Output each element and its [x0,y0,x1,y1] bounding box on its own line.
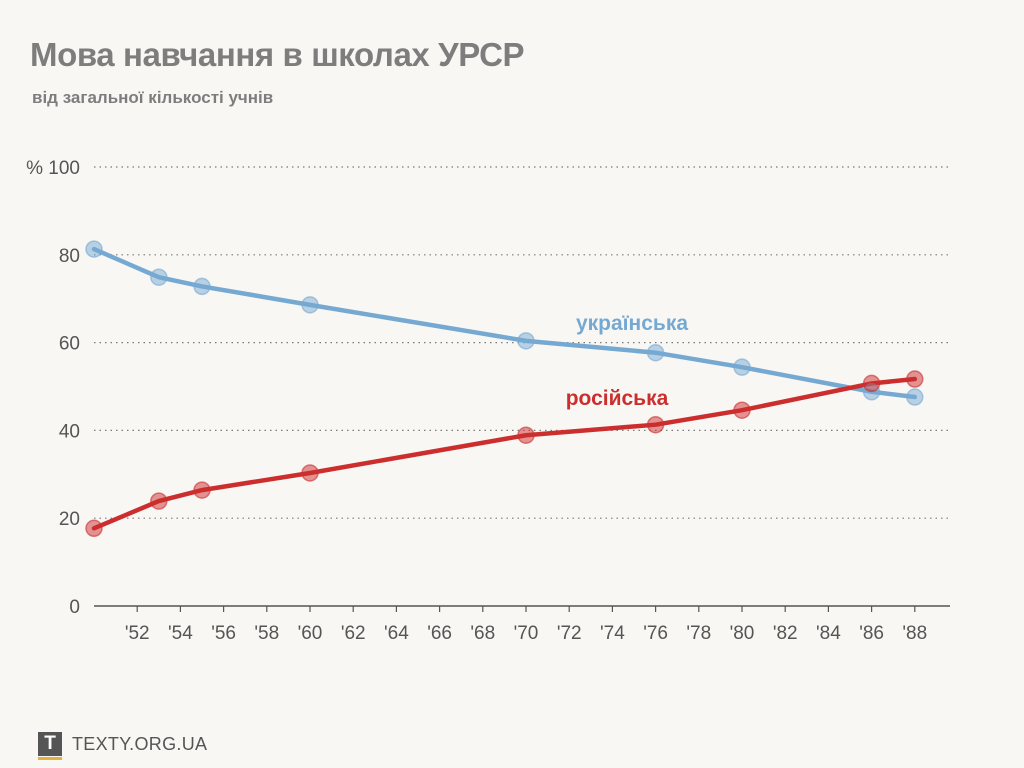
x-tick-1976: '76 [643,623,668,644]
data-point-s1-1955 [193,481,211,499]
series-group [85,240,924,538]
x-tick-1984: '84 [816,623,841,644]
y-tick-labels: 0 20 40 60 80 % 100 [26,158,80,618]
texty-logo-icon: T [38,732,62,760]
data-point-s1-1960 [301,464,319,482]
x-tick-1970: '70 [514,623,539,644]
data-point-s1-1986 [862,374,881,393]
series-line-0 [91,246,918,400]
y-tick-100: % 100 [26,158,80,179]
footer-brand: TEXTY.ORG.UA [72,733,208,754]
data-point-s1-1950 [85,519,103,538]
x-tick-1952: '52 [125,623,150,644]
y-tick-80: 80 [59,246,80,267]
x-tick-1986: '86 [859,623,884,644]
data-point-s0-1955 [193,277,211,296]
y-tick-0: 0 [69,597,80,618]
data-point-s0-1976 [646,343,665,362]
x-tick-1968: '68 [470,623,495,644]
x-tick-1982: '82 [773,623,798,644]
y-tick-60: 60 [59,334,80,355]
x-tick-1954: '54 [168,623,193,644]
data-point-s0-1970 [517,332,535,350]
data-point-s1-1988 [906,370,924,388]
x-tick-1988: '88 [902,623,927,644]
data-point-s0-1988 [906,388,924,406]
data-point-s1-1976 [646,415,665,434]
data-point-s0-1980 [733,358,751,376]
series-line-1 [91,376,918,531]
x-tick-labels: '52 '54 '56 '58 '60 '62 '64 '66 '68 '70 '72 '74 '76 '… [125,606,927,644]
x-tick-1980: '80 [730,623,755,644]
data-point-s1-1953 [150,492,168,510]
y-tick-40: 40 [59,421,80,442]
y-tick-20: 20 [59,509,80,530]
x-tick-1960: '60 [298,623,323,644]
x-tick-1964: '64 [384,623,409,644]
data-point-s1-1980 [733,401,751,419]
series-label-russian: російська [566,387,669,410]
chart-subtitle: від загальної кількості учнів [32,88,274,107]
x-tick-1962: '62 [341,623,366,644]
x-tick-1966: '66 [427,623,452,644]
series-label-ukrainian: українська [576,312,688,335]
footer: T TEXTY.ORG.UA [38,732,208,760]
x-tick-1978: '78 [686,623,711,644]
x-tick-1972: '72 [557,623,582,644]
data-point-s1-1970 [517,426,535,444]
data-point-s0-1953 [150,268,168,286]
x-tick-1956: '56 [211,623,236,644]
x-tick-1974: '74 [600,623,625,644]
chart-title: Мова навчання в школах УРСР [30,36,525,73]
data-point-s0-1950 [85,240,103,258]
data-point-s0-1960 [301,296,319,314]
x-tick-1958: '58 [254,623,279,644]
